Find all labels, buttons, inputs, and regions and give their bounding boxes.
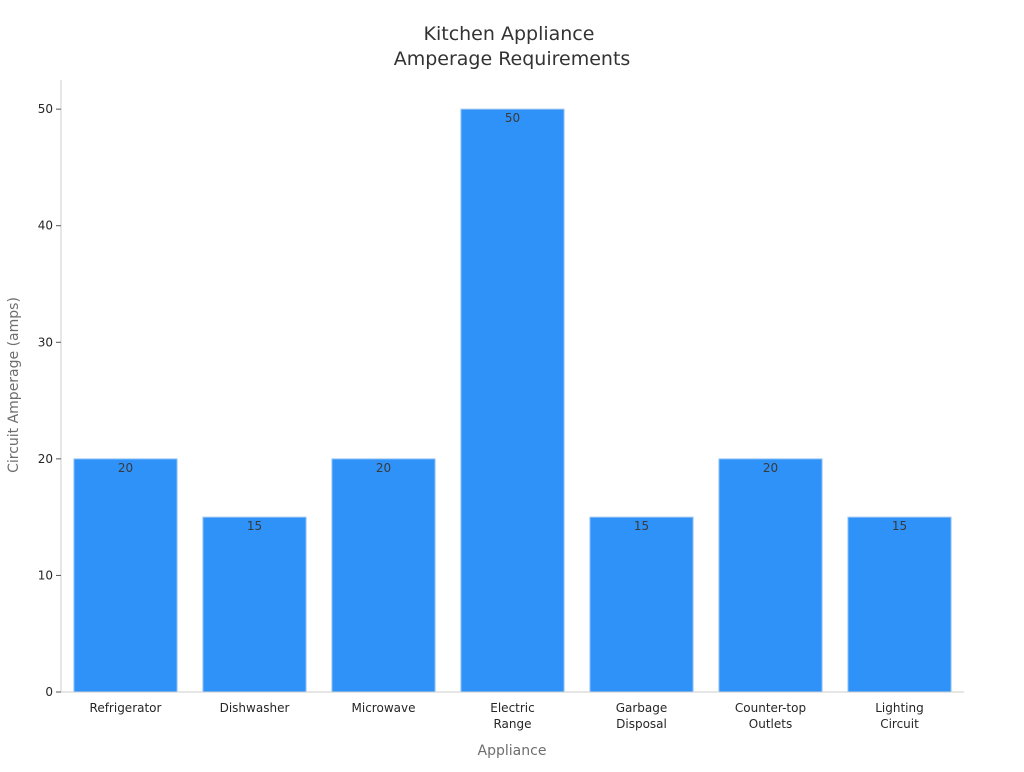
y-tick-label: 10 [38,568,53,582]
bar-value-label: 15 [247,519,262,533]
bar-labels-group: 20 15 20 50 15 20 15 [118,111,907,533]
bar [202,516,307,693]
bar [460,108,565,693]
x-tick-label: Dishwasher [220,701,290,715]
bar-value-label: 20 [118,461,133,475]
bar [331,458,436,693]
bar [589,516,694,693]
x-tick-label: Counter-top Outlets [735,701,806,731]
x-tick-label: Microwave [352,701,416,715]
y-tick-label: 20 [38,452,53,466]
bar-value-label: 20 [376,461,391,475]
bars-group [73,108,952,693]
x-axis: Refrigerator Dishwasher Microwave Electric R… [61,691,964,731]
bar-value-label: 15 [892,519,907,533]
bar-value-label: 15 [634,519,649,533]
bar-value-label: 50 [505,111,520,125]
x-axis-title: Appliance [478,743,547,759]
chart-title-line-1: Kitchen Appliance [424,23,595,45]
x-tick-label: Refrigerator [90,701,162,715]
bar-value-label: 20 [763,461,778,475]
x-tick-label: Garbage Disposal [616,701,668,731]
y-axis: 0 10 20 30 40 50 [38,80,62,699]
chart-title-line-2: Amperage Requirements [394,48,631,70]
x-tick-label: Electric Range [490,701,534,731]
y-tick-label: 0 [45,685,53,699]
bar [847,516,952,693]
y-tick-label: 40 [38,219,53,233]
chart-title: Kitchen Appliance Amperage Requirements [394,23,631,70]
y-tick-label: 30 [38,335,53,349]
bar [73,458,178,693]
x-tick-label: Lighting Circuit [875,701,924,731]
y-axis-title: Circuit Amperage (amps) [6,297,22,473]
y-tick-label: 50 [38,102,53,116]
bar [718,458,823,693]
